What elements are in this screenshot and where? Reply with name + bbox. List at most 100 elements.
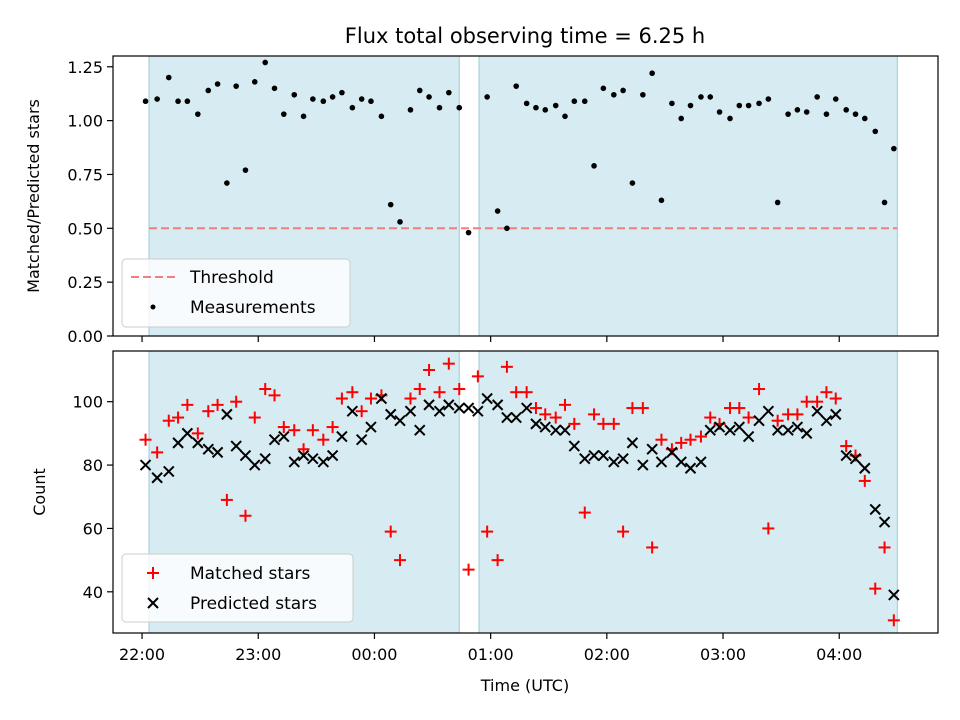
matched-star-marker [335, 392, 348, 405]
measurement-point [794, 107, 801, 113]
matched-star-marker [694, 430, 707, 443]
predicted-star-marker [211, 446, 224, 459]
predicted-star-marker [394, 415, 406, 427]
y-tick-label: 0.25 [67, 273, 103, 292]
x-tick-label: 02:00 [584, 645, 630, 664]
predicted-star-d2 [139, 459, 152, 471]
measurement-point [861, 115, 868, 122]
predicted-star-d2 [684, 462, 697, 474]
measurement-points [142, 59, 897, 236]
y-tick-label: 60 [83, 519, 103, 538]
predicted-star-d2 [888, 589, 900, 601]
observing-window-2 [478, 350, 898, 634]
x-tick-label: 22:00 [119, 645, 165, 664]
predicted-star-d2 [481, 392, 493, 405]
top-x-ticks [141, 336, 840, 342]
matched-star-marker [626, 402, 639, 415]
predicted-star-d2 [355, 434, 368, 446]
predicted-star-marker [288, 456, 300, 468]
measurement-point [736, 102, 743, 109]
predicted-star-marker [192, 437, 204, 449]
y-tick-label: 1.00 [67, 112, 103, 131]
bottom-y-ticks: 40 60 80 100 [72, 393, 113, 602]
predicted-star-d2 [181, 427, 194, 440]
measurement-point [814, 94, 820, 100]
measurement-point [214, 81, 221, 87]
predicted-star-d2 [211, 446, 224, 459]
matched-star-marker [887, 614, 900, 627]
measurement-point [600, 85, 607, 92]
matched-star-marker [433, 386, 446, 399]
predicted-star-d2 [307, 453, 319, 465]
predicted-star-marker [588, 449, 600, 462]
measurement-point [852, 111, 859, 117]
measurement-point [154, 96, 160, 102]
measurement-point [611, 91, 617, 98]
predicted-star-d2 [278, 430, 290, 443]
predicted-star-d2 [637, 459, 649, 471]
measurement-point [436, 104, 443, 111]
predicted-star-marker [608, 456, 620, 468]
measurement-point [620, 87, 626, 94]
predicted-star-marker [782, 424, 794, 436]
matched-star-marker [858, 474, 871, 487]
predicted-star-d2 [820, 415, 833, 427]
matched-star-marker [453, 383, 466, 396]
measurement-point [224, 180, 230, 186]
predicted-star-marker [433, 405, 446, 417]
predicted-star-d2 [666, 446, 678, 459]
legend-matched-swatch [147, 567, 159, 579]
measurement-point [658, 197, 665, 204]
matched-star-marker [878, 541, 891, 554]
measurement-point [446, 89, 452, 96]
predicted-star-d2 [733, 421, 746, 433]
predicted-star-d2 [239, 449, 252, 462]
predicted-star-d2 [346, 405, 359, 417]
matched-star-marker [394, 554, 407, 567]
measurement-point [803, 109, 810, 115]
predicted-star-d2 [453, 402, 465, 414]
predicted-star-marker [579, 453, 591, 465]
measurement-point [407, 107, 414, 113]
legend-predicted-label: Predicted stars [190, 594, 317, 614]
matched-star-points [139, 357, 900, 627]
matched-star-marker [404, 392, 417, 405]
predicted-star-d2 [423, 399, 435, 411]
measurement-point [571, 98, 578, 105]
predicted-star-marker [181, 427, 194, 440]
predicted-star-d2 [859, 462, 871, 474]
predicted-star-marker [307, 453, 319, 465]
matched-star-marker [442, 357, 455, 370]
measurement-point [649, 70, 655, 77]
matched-star-marker [423, 364, 436, 377]
matched-star-marker [539, 408, 552, 421]
measurement-point [310, 96, 316, 102]
matched-star-marker [549, 411, 562, 424]
predicted-star-marker [355, 434, 368, 446]
measurement-point [832, 96, 839, 102]
predicted-star-marker [878, 516, 891, 528]
measurement-point [205, 87, 212, 94]
predicted-star-marker [617, 453, 629, 465]
predicted-star-marker [530, 418, 542, 430]
matched-star-marker [326, 421, 339, 434]
matched-star-marker [578, 506, 591, 519]
matched-star-marker [510, 386, 523, 399]
matched-star-marker [800, 395, 813, 408]
predicted-star-marker [753, 415, 765, 427]
predicted-star-marker [249, 459, 261, 471]
predicted-star-marker [221, 408, 233, 421]
chart-title: Flux total observing time = 6.25 h [345, 24, 705, 48]
measurement-point [881, 199, 888, 206]
measurement-point [678, 115, 685, 122]
measurement-point [533, 104, 539, 111]
predicted-star-d2 [433, 405, 446, 417]
measurement-point [416, 87, 423, 94]
matched-star-marker [288, 424, 301, 437]
matched-star-marker [559, 398, 572, 411]
predicted-star-marker [481, 392, 493, 405]
measurement-point [513, 83, 520, 89]
measurement-point [378, 113, 385, 120]
predicted-star-marker [151, 472, 163, 484]
predicted-star-marker [695, 456, 707, 468]
